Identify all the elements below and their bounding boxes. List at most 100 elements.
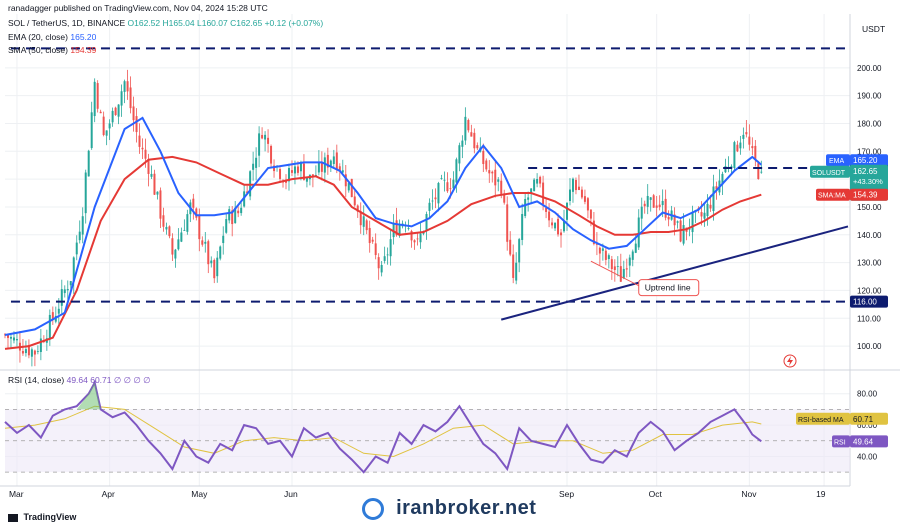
candle-body: [733, 142, 736, 169]
candle-body: [524, 199, 527, 217]
candle-body: [39, 338, 42, 352]
candle-body: [335, 152, 338, 171]
time-tick-label: Jun: [284, 489, 298, 499]
candle-body: [75, 242, 78, 255]
time-tick-label: Apr: [102, 489, 115, 499]
candle-body: [180, 232, 183, 242]
candle-body: [356, 205, 359, 212]
rsi-ma-label-text: RSI-based MA: [798, 417, 844, 424]
support-116-tag-box: [850, 295, 888, 308]
candle-body: [150, 173, 153, 177]
rsi-tick-label: 40.00: [857, 452, 878, 461]
candle-body: [407, 228, 410, 229]
currency-label: USDT: [862, 24, 885, 34]
tradingview-logo[interactable]: TradingView: [8, 512, 76, 522]
candle-body: [619, 266, 622, 282]
candle-body: [664, 198, 667, 218]
ema-label-text: EMA: [829, 158, 845, 165]
ema-legend[interactable]: EMA (20, close) 165.20: [8, 32, 96, 42]
candle-body: [213, 260, 216, 279]
candle-body: [234, 207, 237, 224]
candle-body: [700, 212, 703, 217]
candles-group: [4, 69, 763, 367]
candle-body: [673, 214, 676, 226]
price-tick-label: 200.00: [857, 64, 882, 73]
rsi-legend[interactable]: RSI (14, close) 49.64 60.71 ∅ ∅ ∅ ∅: [8, 375, 151, 386]
candle-body: [120, 91, 123, 106]
candle-body: [470, 132, 473, 137]
candle-body: [114, 107, 117, 116]
candle-body: [736, 144, 739, 152]
candle-body: [111, 110, 114, 123]
ema-legend-value: 165.20: [70, 32, 97, 42]
rsi-legend-values: 49.64 60.71 ∅ ∅ ∅ ∅: [66, 375, 151, 385]
candle-body: [353, 196, 356, 206]
candle-body: [326, 154, 329, 168]
rsi-tag-value: 49.64: [853, 437, 874, 446]
candle-body: [132, 106, 135, 121]
candle-body: [580, 189, 583, 198]
tradingview-icon: [8, 513, 18, 522]
candle-body: [724, 166, 727, 173]
candle-body: [69, 281, 72, 286]
candle-body: [488, 170, 491, 174]
candle-body: [709, 204, 712, 209]
candle-body: [425, 214, 428, 231]
watermark-text: iranbroker.net: [396, 497, 537, 519]
candle-body: [48, 314, 51, 340]
candle-body: [165, 226, 168, 230]
candle-body: [258, 133, 261, 156]
candle-body: [141, 147, 144, 150]
candle-body: [147, 159, 150, 174]
ema-line: [4, 116, 762, 336]
candle-body: [33, 350, 36, 355]
candle-body: [512, 254, 515, 278]
candle-body: [521, 213, 524, 240]
candle-body: [374, 243, 377, 256]
candle-body: [446, 182, 449, 192]
candle-body: [643, 203, 646, 207]
candle-body: [57, 308, 60, 314]
last-price-value: 162.65: [853, 167, 878, 176]
candle-body: [344, 174, 347, 187]
time-tick-label: Nov: [741, 489, 757, 499]
candle-body: [571, 178, 574, 192]
candle-body: [84, 172, 87, 214]
candle-body: [219, 246, 222, 259]
candle-body: [691, 211, 694, 233]
rsi-label-text: RSI: [834, 439, 846, 446]
candle-body: [323, 157, 326, 173]
candle-body: [192, 198, 195, 208]
sma-label-text: SMA:MA: [818, 193, 846, 200]
candle-body: [607, 255, 610, 260]
candle-body: [413, 240, 416, 243]
candle-body: [153, 173, 156, 195]
sma-price-tag-box: [850, 188, 888, 201]
candle-body: [658, 204, 661, 208]
candle-body: [577, 186, 580, 190]
candle-body: [557, 218, 560, 235]
candle-body: [177, 239, 180, 250]
candle-body: [622, 268, 625, 279]
price-tick-label: 110.00: [857, 314, 881, 323]
candle-body: [760, 171, 763, 173]
candle-body: [293, 166, 296, 174]
sma-line: [4, 155, 762, 350]
candle-body: [485, 160, 488, 170]
rsi-ma-tag-value: 60.71: [853, 415, 874, 424]
candle-body: [156, 191, 159, 195]
candle-body: [317, 161, 320, 173]
candle-body: [264, 134, 267, 140]
symbol-line: SOL / TetherUS, 1D, BINANCE O162.52 H165…: [8, 18, 323, 28]
sma-legend[interactable]: SMA (50, close) 154.39: [8, 45, 96, 55]
candle-body: [586, 198, 589, 211]
candle-body: [228, 209, 231, 221]
candle-body: [347, 183, 350, 191]
candle-body: [667, 217, 670, 220]
candle-body: [210, 260, 213, 264]
candle-body: [171, 238, 174, 255]
candle-body: [551, 222, 554, 226]
candle-body: [380, 264, 383, 273]
candle-body: [12, 337, 15, 341]
